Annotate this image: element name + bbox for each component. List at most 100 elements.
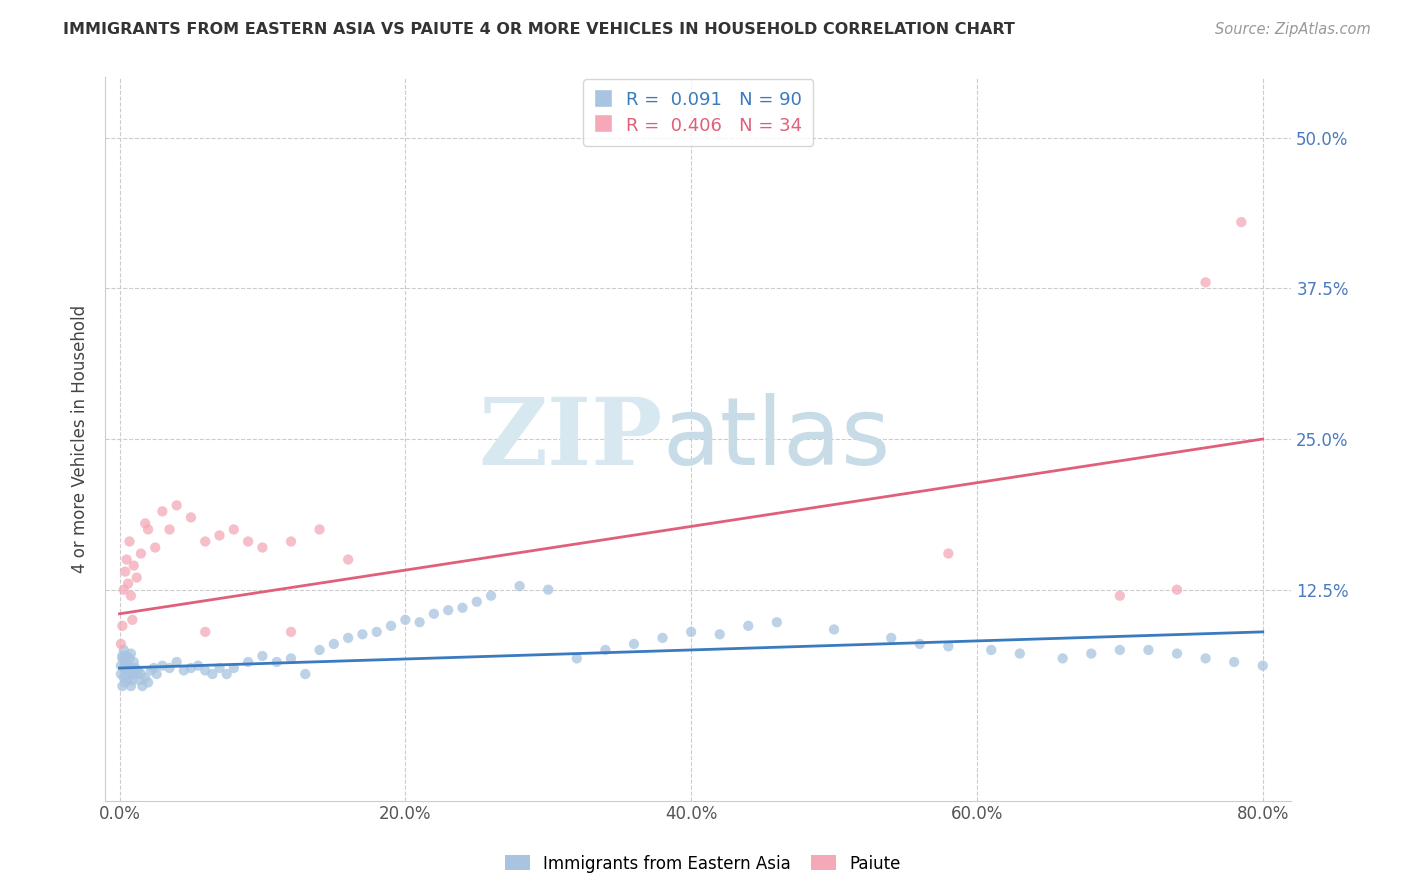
- Point: [938, 547, 960, 561]
- Point: [880, 631, 903, 645]
- Point: [142, 661, 165, 675]
- Point: [266, 655, 288, 669]
- Point: [166, 655, 188, 669]
- Point: [1251, 658, 1274, 673]
- Point: [129, 667, 152, 681]
- Point: [120, 589, 142, 603]
- Point: [423, 607, 446, 621]
- Point: [129, 547, 152, 561]
- Point: [128, 673, 150, 687]
- Point: [394, 613, 416, 627]
- Point: [180, 661, 202, 675]
- Point: [236, 534, 259, 549]
- Point: [150, 504, 173, 518]
- Point: [187, 658, 209, 673]
- Point: [111, 679, 134, 693]
- Text: IMMIGRANTS FROM EASTERN ASIA VS PAIUTE 4 OR MORE VEHICLES IN HOUSEHOLD CORRELATI: IMMIGRANTS FROM EASTERN ASIA VS PAIUTE 4…: [63, 22, 1015, 37]
- Point: [114, 675, 136, 690]
- Point: [121, 661, 143, 675]
- Point: [1166, 582, 1188, 597]
- Point: [118, 661, 141, 675]
- Point: [380, 619, 402, 633]
- Legend: R =  0.091   N = 90, R =  0.406   N = 34: R = 0.091 N = 90, R = 0.406 N = 34: [583, 79, 814, 146]
- Point: [120, 664, 142, 678]
- Point: [201, 667, 224, 681]
- Point: [118, 651, 141, 665]
- Point: [308, 523, 330, 537]
- Point: [280, 534, 302, 549]
- Point: [709, 627, 731, 641]
- Point: [208, 528, 231, 542]
- Point: [294, 667, 316, 681]
- Point: [114, 655, 136, 669]
- Point: [110, 658, 132, 673]
- Point: [121, 613, 143, 627]
- Point: [111, 648, 134, 663]
- Y-axis label: 4 or more Vehicles in Household: 4 or more Vehicles in Household: [72, 305, 89, 573]
- Point: [150, 658, 173, 673]
- Point: [352, 627, 374, 641]
- Point: [308, 643, 330, 657]
- Point: [134, 516, 156, 531]
- Point: [236, 655, 259, 669]
- Point: [1223, 655, 1246, 669]
- Point: [537, 582, 560, 597]
- Point: [252, 648, 274, 663]
- Point: [111, 619, 134, 633]
- Point: [136, 675, 159, 690]
- Point: [222, 661, 245, 675]
- Point: [180, 510, 202, 524]
- Point: [194, 664, 217, 678]
- Point: [1137, 643, 1160, 657]
- Point: [208, 661, 231, 675]
- Point: [222, 523, 245, 537]
- Point: [145, 667, 167, 681]
- Point: [134, 671, 156, 685]
- Point: [166, 499, 188, 513]
- Point: [194, 624, 217, 639]
- Point: [114, 565, 136, 579]
- Point: [173, 664, 195, 678]
- Point: [1166, 647, 1188, 661]
- Point: [1052, 651, 1074, 665]
- Point: [1008, 647, 1031, 661]
- Point: [337, 631, 360, 645]
- Point: [938, 640, 960, 654]
- Point: [118, 534, 141, 549]
- Point: [114, 664, 136, 678]
- Point: [823, 623, 845, 637]
- Point: [121, 673, 143, 687]
- Point: [252, 541, 274, 555]
- Point: [1194, 276, 1216, 290]
- Point: [194, 534, 217, 549]
- Point: [681, 624, 703, 639]
- Point: [408, 615, 430, 630]
- Point: [110, 667, 132, 681]
- Point: [465, 595, 488, 609]
- Point: [215, 667, 238, 681]
- Point: [122, 667, 145, 681]
- Point: [136, 523, 159, 537]
- Point: [118, 667, 141, 681]
- Point: [1108, 589, 1130, 603]
- Point: [115, 552, 138, 566]
- Point: [337, 552, 360, 566]
- Point: [737, 619, 759, 633]
- Point: [124, 661, 146, 675]
- Point: [117, 673, 139, 687]
- Point: [115, 648, 138, 663]
- Point: [127, 664, 149, 678]
- Text: Source: ZipAtlas.com: Source: ZipAtlas.com: [1215, 22, 1371, 37]
- Point: [280, 624, 302, 639]
- Point: [159, 523, 181, 537]
- Point: [120, 679, 142, 693]
- Point: [159, 661, 181, 675]
- Point: [125, 667, 148, 681]
- Point: [651, 631, 673, 645]
- Legend: Immigrants from Eastern Asia, Paiute: Immigrants from Eastern Asia, Paiute: [499, 848, 907, 880]
- Point: [908, 637, 931, 651]
- Point: [122, 655, 145, 669]
- Point: [120, 647, 142, 661]
- Point: [111, 651, 134, 665]
- Text: ZIP: ZIP: [478, 394, 662, 484]
